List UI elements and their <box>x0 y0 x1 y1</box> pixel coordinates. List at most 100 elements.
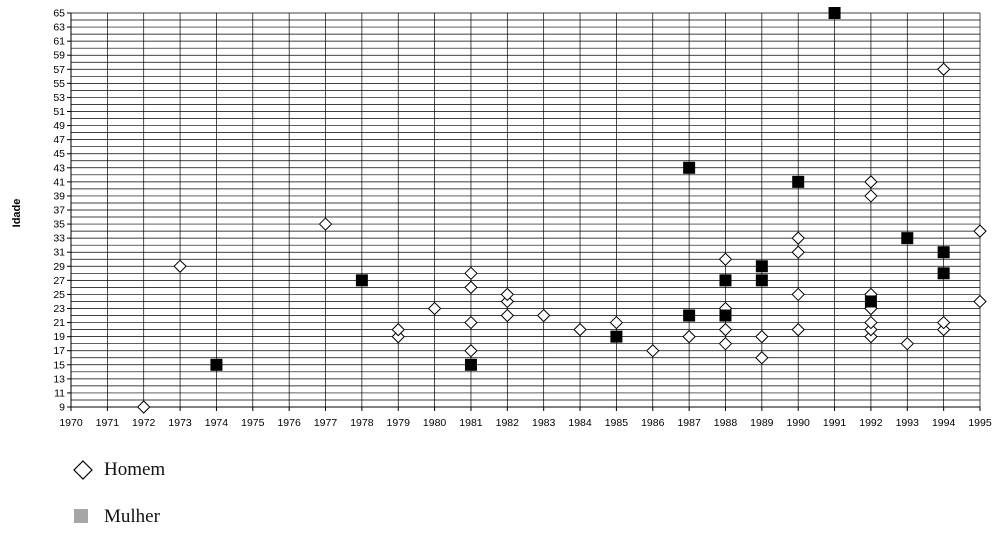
homem-point <box>391 329 405 344</box>
scatter-chart: 9 11 13 15 17 19 21 23 25 27 29 31 33 35 37 39 41 43 45 47 4… <box>11 7 992 429</box>
mulher-point <box>210 358 223 371</box>
x-tick-label: 1983 <box>532 417 556 429</box>
x-tick-label: 1979 <box>387 417 411 429</box>
y-tick-labels: 9 11 13 15 17 19 21 23 25 27 29 31 33 35 37 39 41 43 45 47 4… <box>53 8 65 414</box>
x-tick-label: 1988 <box>714 417 738 429</box>
mulher-point <box>792 175 805 188</box>
homem-point <box>464 315 478 330</box>
mulher-point <box>719 309 732 322</box>
homem-point <box>864 329 878 344</box>
mulher-point <box>937 246 950 259</box>
x-tick-label: 1974 <box>205 417 229 429</box>
homem-point <box>791 322 805 337</box>
x-tick-label: 1984 <box>568 417 592 429</box>
homem-point <box>500 308 515 323</box>
mulher-point <box>755 274 768 287</box>
homem-point <box>936 62 951 76</box>
x-tick-label: 1972 <box>132 417 156 429</box>
homem-point <box>464 344 478 358</box>
homem-point <box>755 351 769 365</box>
y-tick-label: 13 <box>53 373 65 385</box>
homem-point <box>137 400 151 414</box>
mulher-point <box>755 260 768 273</box>
homem-point <box>427 301 442 316</box>
y-tick-label: 25 <box>53 289 65 301</box>
x-tick-label: 1982 <box>496 417 520 429</box>
x-tick-label: 1993 <box>896 417 920 429</box>
y-tick-label: 61 <box>53 36 65 48</box>
mulher-point <box>683 309 696 322</box>
mulher-point <box>683 161 696 174</box>
x-tick-labels: 1970 1971 1972 1973 1974 1975 1976 1977 1978 1979… <box>59 417 992 429</box>
x-tick-label: 1973 <box>168 417 192 429</box>
mulher-point <box>719 274 732 287</box>
homem-point <box>936 322 951 337</box>
homem-point <box>173 259 187 273</box>
y-tick-label: 63 <box>53 22 65 34</box>
homem-point <box>755 329 769 344</box>
y-tick-label: 41 <box>53 176 65 188</box>
y-tick-label: 31 <box>53 247 65 259</box>
homem-point <box>973 294 987 309</box>
x-tick-label: 1976 <box>277 417 301 429</box>
homem-point <box>318 217 333 231</box>
x-tick-label: 1981 <box>459 417 483 429</box>
homem-point <box>864 322 878 337</box>
x-tick-label: 1977 <box>314 417 338 429</box>
x-tick-label: 1990 <box>787 417 811 429</box>
y-tick-label: 55 <box>53 78 65 90</box>
homem-point <box>500 287 515 302</box>
y-tick-label: 19 <box>53 331 65 343</box>
homem-point <box>936 315 951 330</box>
homem-point <box>791 231 805 245</box>
y-tick-label: 57 <box>53 64 65 76</box>
homem-point <box>536 308 551 323</box>
y-tick-label: 37 <box>53 205 65 217</box>
series-homem <box>137 62 987 414</box>
y-tick-label: 47 <box>53 134 65 146</box>
x-tick-label: 1971 <box>96 417 120 429</box>
y-tick-label: 29 <box>53 261 65 273</box>
y-tick-label: 65 <box>53 8 65 20</box>
mulher-point <box>901 232 914 245</box>
homem-point <box>718 252 733 266</box>
homem-point <box>573 322 587 337</box>
homem-point <box>718 336 733 351</box>
legend-item-homem: Homem <box>72 459 165 481</box>
homem-point <box>609 315 624 330</box>
y-tick-label: 45 <box>53 148 65 160</box>
homem-point <box>500 294 515 309</box>
homem-point <box>464 266 478 281</box>
x-tick-label: 1970 <box>59 417 83 429</box>
y-tick-label: 23 <box>53 303 65 315</box>
homem-point <box>791 245 805 259</box>
y-tick-label: 21 <box>53 317 65 329</box>
y-tick-label: 15 <box>53 359 65 371</box>
homem-point <box>464 280 478 295</box>
axes <box>67 12 981 411</box>
x-tick-label: 1986 <box>641 417 665 429</box>
mulher-point <box>610 330 623 343</box>
homem-point <box>718 322 733 337</box>
homem-point <box>864 315 878 330</box>
y-tick-label: 51 <box>53 106 65 118</box>
y-tick-label: 35 <box>53 219 65 231</box>
y-tick-label: 49 <box>53 120 65 132</box>
series-mulher <box>210 7 950 371</box>
x-tick-label: 1975 <box>241 417 265 429</box>
y-tick-label: 59 <box>53 50 65 62</box>
x-tick-label: 1980 <box>423 417 447 429</box>
homem-point <box>646 344 660 358</box>
square-filled-icon <box>72 506 94 528</box>
mulher-point <box>464 358 477 371</box>
mulher-point <box>355 274 368 287</box>
homem-point <box>864 175 878 189</box>
y-tick-label: 27 <box>53 275 65 287</box>
y-tick-label: 11 <box>54 387 65 399</box>
mulher-point <box>864 295 877 308</box>
diamond-open-icon <box>72 459 94 481</box>
y-tick-label: 17 <box>53 345 65 357</box>
x-tick-label: 1989 <box>750 417 774 429</box>
y-tick-label: 53 <box>53 92 65 104</box>
grid-lines <box>70 12 981 408</box>
